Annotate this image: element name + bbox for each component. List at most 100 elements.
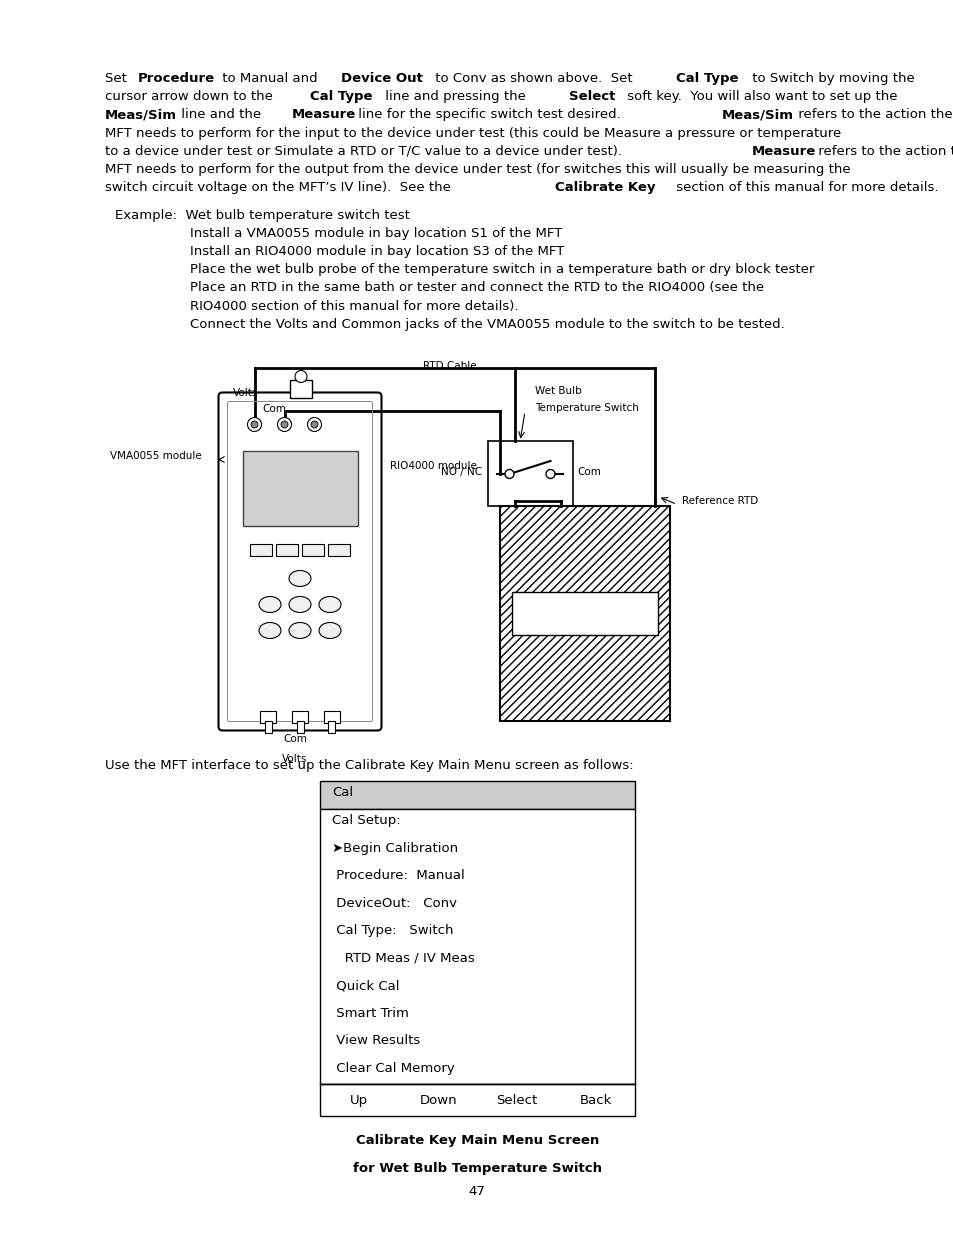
Circle shape <box>251 421 257 429</box>
Bar <box>290 380 312 399</box>
FancyBboxPatch shape <box>218 393 381 730</box>
Text: Measure: Measure <box>291 109 355 121</box>
Text: Back: Back <box>578 1094 611 1108</box>
Bar <box>319 1084 635 1116</box>
Bar <box>302 545 324 557</box>
Text: Volts: Volts <box>282 755 308 764</box>
Text: Set: Set <box>105 72 131 85</box>
Ellipse shape <box>258 597 281 613</box>
Text: ➤Begin Calibration: ➤Begin Calibration <box>332 842 457 855</box>
Text: DeviceOut:   Conv: DeviceOut: Conv <box>332 897 456 910</box>
Ellipse shape <box>289 571 311 587</box>
Ellipse shape <box>318 622 340 638</box>
Text: Connect the Volts and Common jacks of the VMA0055 module to the switch to be tes: Connect the Volts and Common jacks of th… <box>190 317 784 331</box>
Bar <box>319 809 635 1084</box>
Text: Com: Com <box>577 467 600 477</box>
Text: to Switch by moving the: to Switch by moving the <box>747 72 914 85</box>
Bar <box>264 721 272 734</box>
Text: to Manual and: to Manual and <box>218 72 322 85</box>
Circle shape <box>247 417 261 431</box>
Text: cursor arrow down to the: cursor arrow down to the <box>105 90 276 104</box>
Circle shape <box>311 421 317 429</box>
Text: Com: Com <box>283 735 307 745</box>
Text: switch circuit voltage on the MFT’s IV line).  See the: switch circuit voltage on the MFT’s IV l… <box>105 182 455 194</box>
Text: RIO4000 module: RIO4000 module <box>389 462 476 472</box>
Text: Up: Up <box>350 1094 368 1108</box>
Bar <box>328 545 350 557</box>
Circle shape <box>294 370 307 383</box>
Text: Use the MFT interface to set up the Calibrate Key Main Menu screen as follows:: Use the MFT interface to set up the Cali… <box>105 760 633 772</box>
Text: RIO4000 section of this manual for more details).: RIO4000 section of this manual for more … <box>190 300 518 312</box>
Circle shape <box>545 469 555 478</box>
Bar <box>512 593 658 636</box>
Text: Place the wet bulb probe of the temperature switch in a temperature bath or dry : Place the wet bulb probe of the temperat… <box>190 263 814 277</box>
Text: Meas/Sim: Meas/Sim <box>105 109 177 121</box>
Text: Select: Select <box>496 1094 537 1108</box>
Text: 47: 47 <box>468 1186 485 1198</box>
Text: Place an RTD in the same bath or tester and connect the RTD to the RIO4000 (see : Place an RTD in the same bath or tester … <box>190 282 763 294</box>
Text: Install a VMA0055 module in bay location S1 of the MFT: Install a VMA0055 module in bay location… <box>190 227 561 240</box>
Circle shape <box>307 417 321 431</box>
Bar <box>487 441 572 506</box>
Bar <box>324 711 339 724</box>
Text: Cal Type:   Switch: Cal Type: Switch <box>332 925 453 937</box>
Text: Volts: Volts <box>233 389 257 399</box>
Text: Com: Com <box>262 405 286 415</box>
Bar <box>242 452 357 526</box>
Text: MFT needs to perform for the output from the device under test (for switches thi: MFT needs to perform for the output from… <box>105 163 850 177</box>
Text: Calibrate Key Main Menu Screen: Calibrate Key Main Menu Screen <box>355 1135 598 1147</box>
Text: to a device under test or Simulate a RTD or T/C value to a device under test).: to a device under test or Simulate a RTD… <box>105 144 625 158</box>
Text: View Results: View Results <box>332 1035 420 1047</box>
Text: soft key.  You will also want to set up the: soft key. You will also want to set up t… <box>622 90 897 104</box>
Text: refers to the action the: refers to the action the <box>813 144 953 158</box>
Text: Calibrate Key: Calibrate Key <box>555 182 655 194</box>
Text: line and pressing the: line and pressing the <box>381 90 530 104</box>
Text: Procedure:  Manual: Procedure: Manual <box>332 869 464 883</box>
Text: line for the specific switch test desired.: line for the specific switch test desire… <box>354 109 629 121</box>
Text: Wet Bulb: Wet Bulb <box>535 387 581 396</box>
Text: VMA0055 module: VMA0055 module <box>110 452 201 462</box>
Text: line and the: line and the <box>176 109 265 121</box>
Text: Meas/Sim: Meas/Sim <box>721 109 794 121</box>
Text: Cal Setup:: Cal Setup: <box>332 815 400 827</box>
Text: Reference RTD: Reference RTD <box>681 496 758 506</box>
Text: Example:  Wet bulb temperature switch test: Example: Wet bulb temperature switch tes… <box>115 209 410 221</box>
Text: RTD Meas / IV Meas: RTD Meas / IV Meas <box>332 952 475 965</box>
Text: Temperature Bath: Temperature Bath <box>528 606 640 618</box>
Ellipse shape <box>289 597 311 613</box>
Text: Down: Down <box>419 1094 456 1108</box>
Bar <box>296 721 303 734</box>
Text: for Wet Bulb Temperature Switch: for Wet Bulb Temperature Switch <box>353 1162 601 1176</box>
Text: Install an RIO4000 module in bay location S3 of the MFT: Install an RIO4000 module in bay locatio… <box>190 245 563 258</box>
Bar <box>319 782 635 809</box>
Ellipse shape <box>289 622 311 638</box>
Bar <box>260 711 275 724</box>
Bar <box>275 545 297 557</box>
Text: NO / NC: NO / NC <box>441 467 482 477</box>
Circle shape <box>281 421 288 429</box>
Ellipse shape <box>258 622 281 638</box>
Text: Clear Cal Memory: Clear Cal Memory <box>332 1062 455 1074</box>
Text: Cal Type: Cal Type <box>676 72 738 85</box>
Text: section of this manual for more details.: section of this manual for more details. <box>671 182 937 194</box>
Ellipse shape <box>318 597 340 613</box>
Text: MFT needs to perform for the input to the device under test (this could be Measu: MFT needs to perform for the input to th… <box>105 127 841 140</box>
Text: Cal: Cal <box>332 787 353 799</box>
Text: to Conv as shown above.  Set: to Conv as shown above. Set <box>431 72 636 85</box>
Text: Select: Select <box>569 90 616 104</box>
Text: Smart Trim: Smart Trim <box>332 1007 409 1020</box>
Text: RTD Cable: RTD Cable <box>423 362 476 372</box>
Circle shape <box>277 417 292 431</box>
Bar <box>250 545 272 557</box>
Text: Measure: Measure <box>750 144 815 158</box>
Circle shape <box>504 469 514 478</box>
Bar <box>328 721 335 734</box>
Text: Procedure: Procedure <box>137 72 214 85</box>
Bar <box>292 711 308 724</box>
Text: Temperature Switch: Temperature Switch <box>535 404 639 414</box>
Text: refers to the action the: refers to the action the <box>793 109 952 121</box>
Bar <box>499 506 669 721</box>
Text: Device Out: Device Out <box>341 72 422 85</box>
Text: Quick Cal: Quick Cal <box>332 979 399 993</box>
Text: Cal Type: Cal Type <box>309 90 372 104</box>
